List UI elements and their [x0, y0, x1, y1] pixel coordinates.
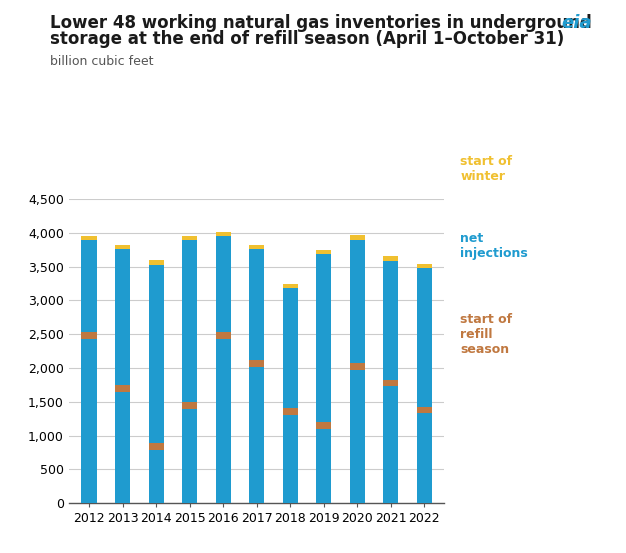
Bar: [148, 263, 163, 503]
Text: Lower 48 working natural gas inventories in underground: Lower 48 working natural gas inventories…: [50, 14, 592, 32]
Text: eia: eia: [561, 14, 592, 32]
Text: start of
winter: start of winter: [460, 155, 512, 182]
Bar: [383, 259, 398, 503]
Bar: [215, 234, 230, 503]
Bar: [215, 232, 230, 237]
Bar: [350, 236, 365, 240]
Bar: [182, 238, 197, 503]
Text: net
injections: net injections: [460, 232, 528, 260]
Bar: [249, 245, 264, 249]
Bar: [283, 286, 298, 503]
Bar: [383, 379, 398, 387]
Bar: [182, 402, 197, 409]
Bar: [283, 408, 298, 415]
Bar: [148, 260, 163, 265]
Bar: [350, 238, 365, 503]
Bar: [182, 236, 197, 241]
Bar: [417, 264, 432, 268]
Bar: [115, 385, 130, 392]
Bar: [316, 252, 331, 503]
Text: start of
refill
season: start of refill season: [460, 313, 512, 356]
Bar: [115, 245, 130, 249]
Bar: [249, 247, 264, 503]
Bar: [81, 238, 96, 503]
Text: storage at the end of refill season (April 1–October 31): storage at the end of refill season (Apr…: [50, 30, 564, 49]
Bar: [148, 443, 163, 450]
Bar: [316, 422, 331, 429]
Bar: [316, 249, 331, 254]
Bar: [417, 406, 432, 413]
Bar: [215, 332, 230, 339]
Bar: [383, 257, 398, 261]
Bar: [81, 236, 96, 241]
Bar: [350, 363, 365, 370]
Bar: [81, 332, 96, 339]
Bar: [283, 284, 298, 289]
Bar: [115, 247, 130, 503]
Bar: [249, 360, 264, 367]
Text: billion cubic feet: billion cubic feet: [50, 55, 153, 69]
Bar: [417, 266, 432, 503]
